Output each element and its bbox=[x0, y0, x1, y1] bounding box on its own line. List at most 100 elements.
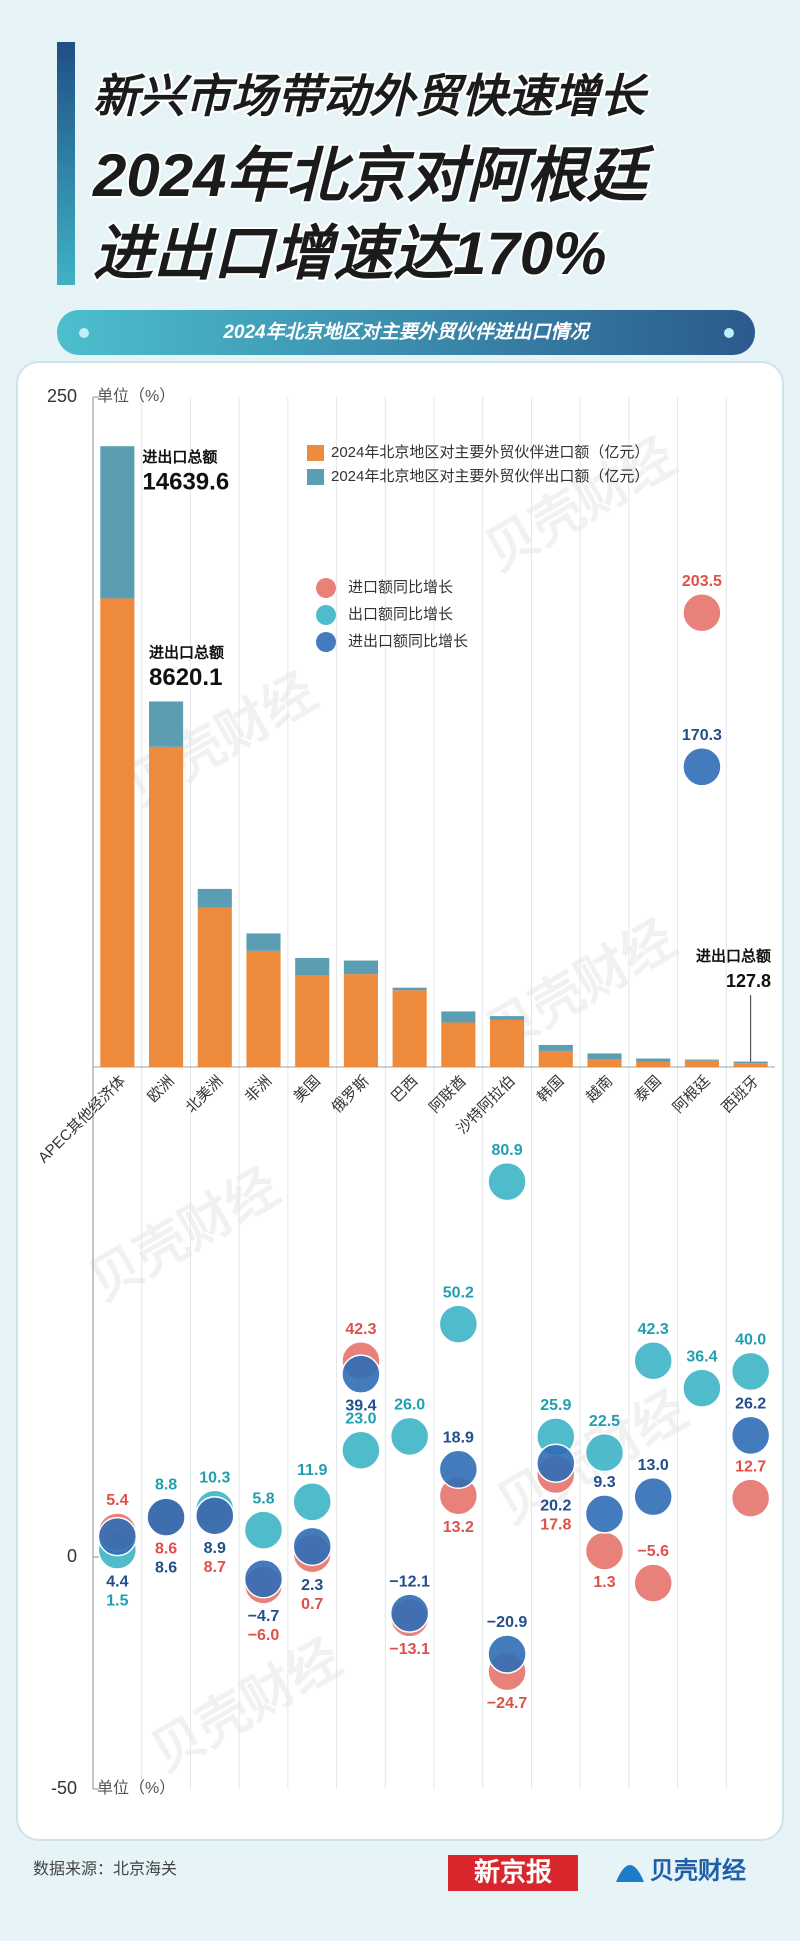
y-tick-label: 0 bbox=[67, 1546, 77, 1566]
bar-segment bbox=[149, 701, 184, 747]
growth-label: 36.4 bbox=[686, 1348, 717, 1365]
growth-marker bbox=[487, 1634, 527, 1674]
growth-marker bbox=[682, 593, 722, 633]
title-line: 2024年北京对阿根廷 bbox=[92, 142, 654, 209]
y-axis-label: 单位（%） bbox=[97, 1779, 175, 1797]
bar-segment bbox=[490, 1019, 525, 1067]
y-tick-label: -50 bbox=[51, 1778, 77, 1798]
growth-label: 25.9 bbox=[540, 1397, 571, 1414]
growth-label: 22.5 bbox=[589, 1413, 620, 1430]
legend-label: 2024年北京地区对主要外贸伙伴出口额（亿元） bbox=[331, 468, 649, 485]
growth-label: 50.2 bbox=[443, 1284, 474, 1301]
growth-marker bbox=[487, 1161, 527, 1202]
growth-marker bbox=[389, 1593, 430, 1633]
growth-label: 26.0 bbox=[394, 1397, 425, 1414]
legend-label: 进口额同比增长 bbox=[348, 579, 453, 596]
annotation-value: 14639.6 bbox=[142, 469, 229, 496]
growth-label: 12.7 bbox=[735, 1458, 766, 1475]
annotation-label: 进出口总额 bbox=[142, 448, 217, 466]
banner-dot bbox=[724, 328, 734, 338]
logo: 新京报 bbox=[474, 1857, 552, 1887]
growth-marker bbox=[243, 1559, 284, 1599]
title-line: 进出口增速达170% bbox=[93, 220, 606, 287]
growth-label: 2.3 bbox=[301, 1577, 323, 1594]
growth-label: 1.5 bbox=[106, 1592, 128, 1609]
bar-segment bbox=[441, 1022, 476, 1067]
growth-marker bbox=[730, 1415, 771, 1456]
growth-label: 203.5 bbox=[682, 573, 722, 590]
growth-marker bbox=[341, 1354, 381, 1394]
bar-segment bbox=[441, 1011, 476, 1023]
growth-label: −4.7 bbox=[248, 1608, 280, 1625]
bar-segment bbox=[733, 1061, 768, 1064]
growth-label: 1.3 bbox=[593, 1574, 615, 1591]
bar-segment bbox=[246, 933, 281, 951]
growth-marker bbox=[389, 1416, 430, 1457]
bar-segment bbox=[684, 1060, 719, 1067]
title-accent bbox=[57, 42, 75, 285]
logo-icon bbox=[616, 1865, 644, 1882]
growth-marker bbox=[292, 1482, 332, 1522]
legend-swatch bbox=[307, 469, 324, 485]
bar-segment bbox=[392, 987, 427, 991]
growth-label: 11.9 bbox=[297, 1462, 327, 1479]
logo-box bbox=[448, 1855, 578, 1891]
logo: 贝壳财经 bbox=[650, 1856, 746, 1884]
annotation-label: 进出口总额 bbox=[696, 947, 771, 965]
title: 新兴市场带动外贸快速增长 2024年北京对阿根廷 进出口增速达170% bbox=[90, 68, 656, 289]
bar-segment bbox=[197, 907, 232, 1067]
bar-segment bbox=[636, 1058, 671, 1062]
growth-marker bbox=[341, 1430, 381, 1471]
growth-label: 8.9 bbox=[204, 1540, 226, 1557]
growth-label: 42.3 bbox=[345, 1321, 376, 1338]
banner-dot bbox=[79, 328, 89, 338]
y-tick-label: 250 bbox=[47, 386, 77, 406]
growth-label: 5.8 bbox=[252, 1490, 274, 1507]
growth-marker bbox=[584, 1494, 625, 1534]
annotation-value: 8620.1 bbox=[149, 664, 222, 691]
growth-label: 13.0 bbox=[638, 1457, 669, 1474]
bar-segment bbox=[100, 446, 135, 599]
growth-marker bbox=[584, 1432, 625, 1473]
chart-panel bbox=[16, 361, 784, 1841]
bar-segment bbox=[295, 975, 330, 1067]
subtitle: 2024年北京地区对主要外贸伙伴进出口情况 bbox=[222, 321, 591, 343]
growth-label: 39.4 bbox=[345, 1397, 376, 1414]
legend-swatch bbox=[307, 445, 324, 461]
bar-segment bbox=[587, 1059, 622, 1067]
bar-segment bbox=[490, 1016, 525, 1020]
bar-segment bbox=[538, 1050, 573, 1067]
growth-marker bbox=[146, 1497, 186, 1537]
growth-label: 10.3 bbox=[199, 1469, 230, 1486]
growth-marker bbox=[536, 1443, 576, 1484]
growth-marker bbox=[633, 1563, 673, 1603]
bar-segment bbox=[246, 950, 281, 1067]
bar-segment bbox=[733, 1063, 768, 1067]
growth-label: 17.8 bbox=[540, 1517, 571, 1534]
growth-label: 8.6 bbox=[155, 1559, 177, 1576]
bar-segment bbox=[100, 598, 135, 1067]
bar-segment bbox=[197, 888, 232, 908]
bar-segment bbox=[684, 1059, 719, 1061]
growth-marker bbox=[730, 1351, 771, 1392]
legend-label: 出口额同比增长 bbox=[348, 606, 453, 623]
growth-marker bbox=[633, 1340, 673, 1381]
growth-label: 170.3 bbox=[682, 727, 722, 744]
growth-label: 8.7 bbox=[204, 1559, 226, 1576]
growth-label: −6.0 bbox=[248, 1627, 280, 1644]
bar-segment bbox=[343, 974, 378, 1067]
growth-marker bbox=[195, 1495, 235, 1536]
growth-label: 20.2 bbox=[540, 1498, 571, 1515]
subtitle-banner bbox=[57, 310, 755, 355]
growth-label: 40.0 bbox=[735, 1332, 766, 1349]
annotation-value: 127.8 bbox=[726, 971, 771, 991]
source: 数据来源：北京海关 bbox=[33, 1860, 177, 1878]
bar-segment bbox=[392, 990, 427, 1067]
growth-label: 42.3 bbox=[638, 1321, 669, 1338]
growth-marker bbox=[730, 1478, 771, 1518]
growth-label: 9.3 bbox=[593, 1474, 615, 1491]
growth-label: 18.9 bbox=[443, 1430, 474, 1447]
growth-marker bbox=[438, 1449, 479, 1490]
growth-marker bbox=[243, 1510, 284, 1550]
